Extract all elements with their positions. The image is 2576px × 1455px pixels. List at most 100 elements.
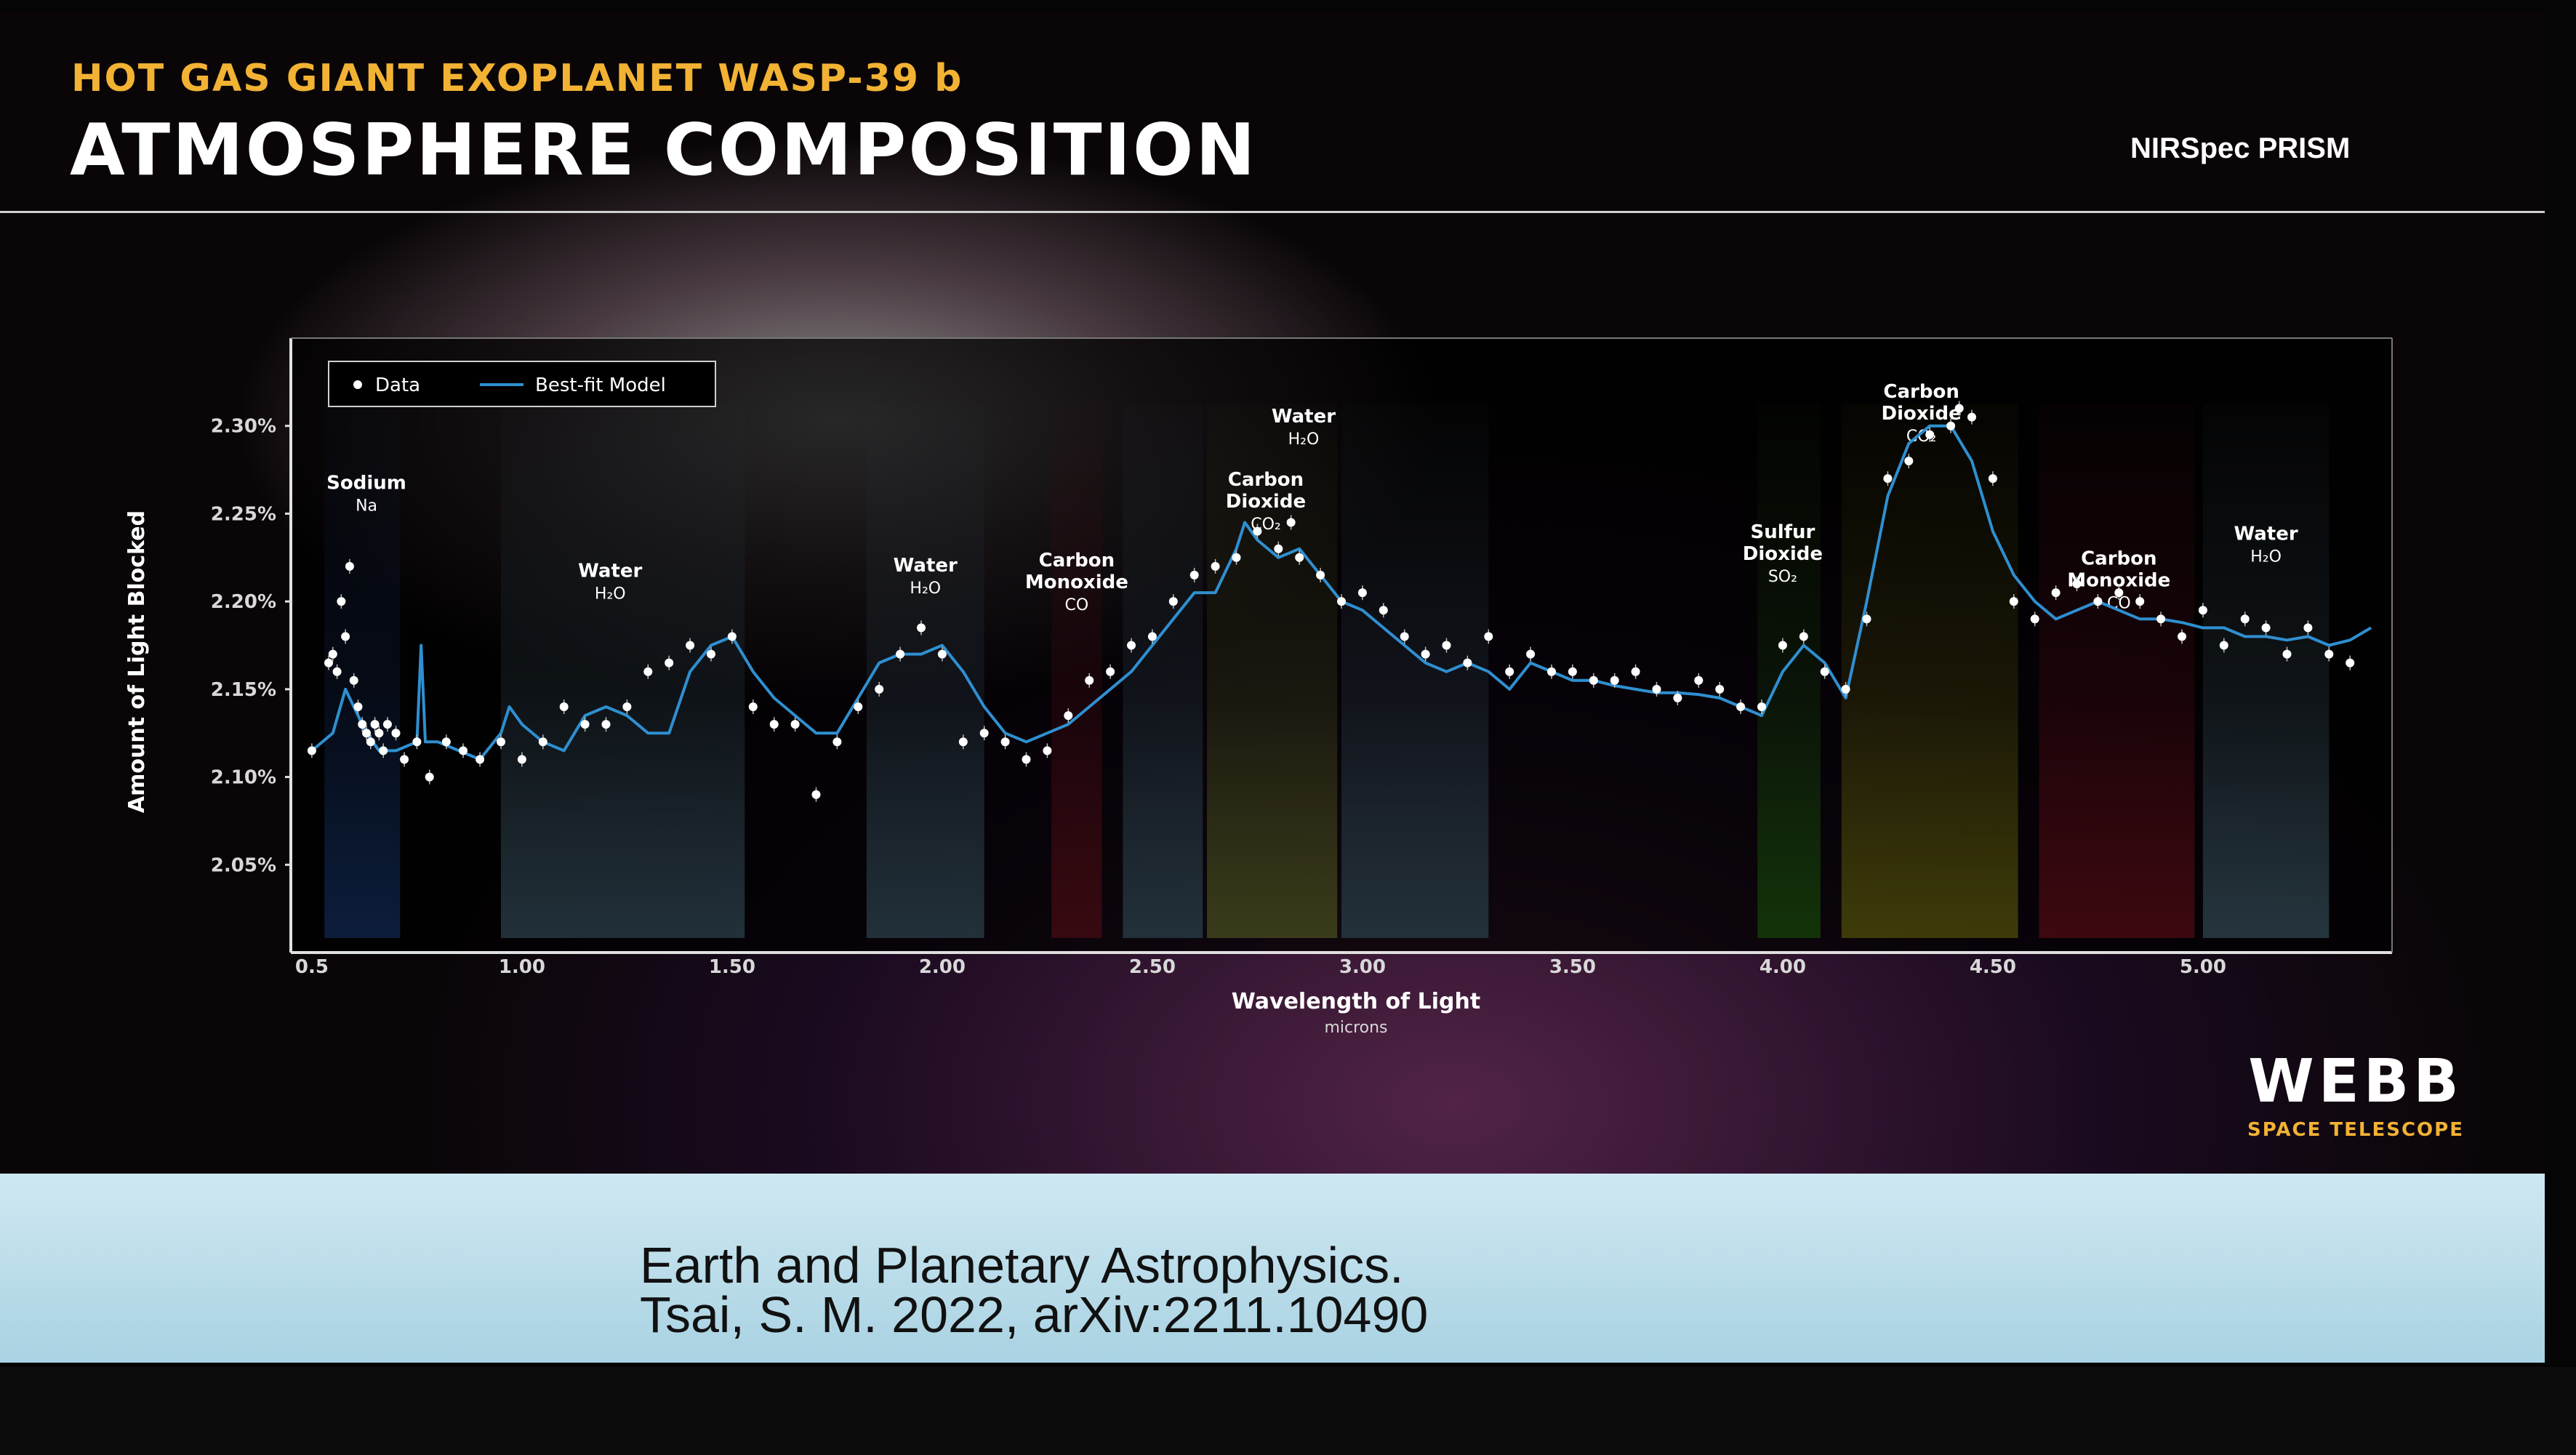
- x-tick-label: 3.50: [1549, 956, 1596, 978]
- data-point: [917, 623, 926, 633]
- x-tick-label: 1.50: [709, 956, 755, 978]
- data-point: [332, 667, 342, 676]
- data-point: [1000, 737, 1010, 747]
- data-point: [349, 676, 358, 685]
- data-point: [2135, 597, 2145, 606]
- data-point: [1147, 632, 1157, 641]
- y-tick-label: 2.30%: [211, 416, 276, 438]
- x-tick-label: 4.00: [1760, 956, 1806, 978]
- data-point: [1904, 457, 1914, 465]
- data-point: [601, 720, 611, 729]
- data-point: [458, 746, 468, 755]
- data-point: [559, 702, 569, 711]
- band-label-name: Dioxide: [1226, 491, 1306, 513]
- slide-subtitle: HOT GAS GIANT EXOPLANET WASP-39 b: [71, 57, 963, 100]
- data-point: [2072, 580, 2082, 588]
- data-point: [811, 790, 821, 799]
- y-tick-label: 2.15%: [211, 679, 276, 701]
- data-point: [1673, 693, 1682, 702]
- y-tick-label: 2.20%: [211, 591, 276, 613]
- data-point: [727, 632, 737, 641]
- y-tick-label: 2.25%: [211, 503, 276, 525]
- data-point: [790, 720, 800, 729]
- data-point: [2219, 641, 2228, 650]
- data-point: [2093, 597, 2103, 606]
- data-point: [374, 729, 384, 738]
- data-point: [1400, 632, 1409, 641]
- data-point: [379, 746, 388, 755]
- data-point: [1022, 755, 1031, 764]
- data-point: [2114, 588, 2124, 598]
- data-point: [643, 667, 653, 676]
- band-label-name: Carbon: [1883, 381, 1959, 403]
- plot-frame: [289, 337, 2393, 954]
- data-point: [1211, 561, 1220, 571]
- data-point: [358, 720, 367, 729]
- band-label-name: Dioxide: [1881, 403, 1961, 425]
- data-point: [2009, 597, 2018, 606]
- y-tick-labels: 2.05% 2.10% 2.15% 2.20% 2.25% 2.30%: [211, 416, 291, 876]
- data-point: [1286, 518, 1296, 527]
- data-point: [1232, 553, 1241, 562]
- band-label-name: Water: [2234, 524, 2298, 545]
- data-series: [307, 401, 2355, 802]
- data-point: [958, 737, 968, 747]
- data-point: [370, 720, 380, 729]
- data-point: [686, 641, 695, 650]
- data-point: [1484, 632, 1493, 641]
- webb-logo: WEBB SPACE TELESCOPE: [2225, 1047, 2487, 1141]
- data-point: [1064, 711, 1073, 721]
- data-point: [2282, 649, 2292, 659]
- best-fit-model-series: [310, 424, 2372, 761]
- band-label-name: Dioxide: [1743, 543, 1823, 565]
- band-label-formula: H₂O: [2250, 548, 2282, 566]
- data-point: [345, 561, 354, 571]
- x-tick-label: 4.50: [1970, 956, 2016, 978]
- band-label-formula: H₂O: [595, 585, 626, 603]
- data-point: [1694, 676, 1704, 685]
- band-label-formula: H₂O: [910, 580, 941, 598]
- y-axis-label: Amount of Light Blocked: [124, 510, 150, 813]
- data-point: [2346, 658, 2355, 668]
- data-point: [517, 755, 526, 764]
- data-point: [328, 649, 337, 659]
- data-point: [391, 729, 401, 738]
- data-point: [1274, 544, 1283, 553]
- band-label-name: Monoxide: [1025, 572, 1128, 593]
- data-point: [1988, 474, 1997, 484]
- data-point: [1736, 702, 1746, 711]
- data-point: [1547, 667, 1556, 676]
- band-label-name: Carbon: [1039, 550, 1115, 572]
- x-axis-unit: microns: [1324, 1019, 1387, 1037]
- citation-banner: [0, 1174, 2545, 1363]
- data-point: [1085, 676, 1094, 685]
- data-point: [1715, 684, 1725, 694]
- band-label-name: Sodium: [326, 473, 406, 494]
- logo-subtext: SPACE TELESCOPE: [2247, 1119, 2464, 1141]
- data-point: [307, 746, 316, 755]
- legend-data-marker: [353, 380, 362, 389]
- legend-model-label: Best-fit Model: [535, 374, 666, 396]
- best-fit-model-line: [310, 424, 2372, 761]
- data-point: [896, 649, 905, 659]
- data-point: [937, 649, 947, 659]
- data-point: [324, 658, 334, 668]
- data-point: [1820, 667, 1829, 676]
- data-point: [1043, 746, 1052, 755]
- x-tick-labels: 0.5 1.00 1.50 2.00 2.50 3.00 3.50 4.00 4.50 5.00: [295, 956, 2226, 978]
- data-point: [497, 737, 505, 747]
- band-label-formula: CO: [1065, 596, 1089, 614]
- x-axis-label: Wavelength of Light: [1232, 989, 1480, 1014]
- data-point: [2240, 614, 2250, 624]
- data-point: [769, 720, 779, 729]
- data-point: [1253, 526, 1262, 536]
- legend-data-label: Data: [375, 374, 420, 396]
- data-point: [1295, 553, 1304, 562]
- data-point: [341, 632, 350, 641]
- data-point: [1841, 684, 1850, 694]
- data-point: [1168, 597, 1178, 606]
- y-tick-label: 2.05%: [211, 854, 276, 876]
- data-point: [875, 684, 884, 694]
- data-point: [366, 737, 375, 747]
